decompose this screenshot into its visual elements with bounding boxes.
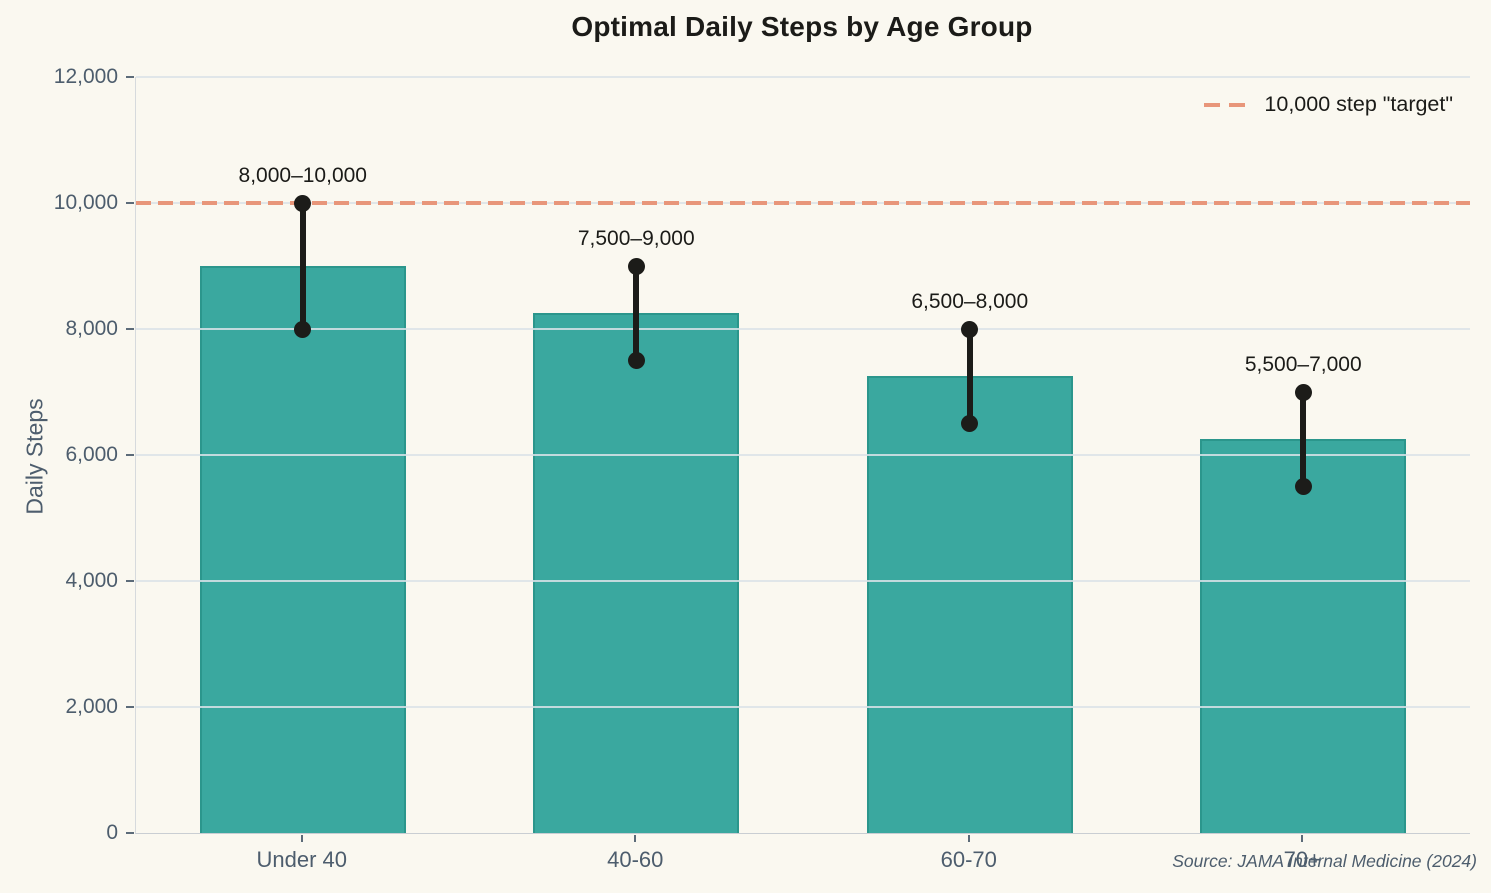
errorbar-dot-high [627,257,645,275]
bar-60-70 [866,376,1073,833]
y-tick-label: 12,000 [53,65,118,88]
errorbar-dot-high [1294,383,1312,401]
gridline-y-8000 [136,328,1470,330]
errorbar-dot-low [294,320,312,338]
gridline-y-6000 [136,454,1470,456]
target-line [136,201,1470,205]
errorbar-line [1300,392,1307,487]
range-annotation: 8,000–10,000 [238,164,367,187]
range-annotation: 5,500–7,000 [1244,353,1362,376]
errorbar-line [966,329,973,424]
y-tick-label: 2,000 [65,695,118,718]
x-tick-mark [1301,835,1304,842]
errorbar-line [299,203,306,329]
x-tick-mark [300,835,303,842]
errorbar-dot-low [1294,478,1312,495]
legend: 10,000 step "target" [1204,92,1453,117]
gridline-y-4000 [136,580,1470,582]
y-tick-mark [126,328,134,330]
range-annotation: 6,500–8,000 [911,290,1029,313]
legend-label: 10,000 step "target" [1264,92,1453,116]
dashed-line-legend-swatch [1204,102,1246,107]
range-annotation: 7,500–9,000 [577,227,695,250]
gridline-y-2000 [136,706,1470,708]
y-tick-mark [126,706,134,708]
chart-title: Optimal Daily Steps by Age Group [571,11,1033,42]
x-tick-label: 60-70 [940,847,997,872]
errorbar-dot-high [961,320,979,338]
errorbar-dot-low [961,415,979,432]
x-tick-label: Under 40 [256,847,348,872]
y-tick-label: 6,000 [65,443,118,466]
x-tick-mark [634,835,637,842]
source-note: Source: JAMA Internal Medicine (2024) [1172,851,1477,871]
x-tick-label: 40-60 [607,847,664,872]
y-tick-mark [126,454,134,456]
bar-70- [1200,439,1407,833]
bar-40-60 [533,313,740,833]
y-tick-mark [126,76,134,78]
x-tick-label: 70+ [1283,847,1321,872]
errorbar-line [633,266,640,361]
y-tick-label: 8,000 [65,317,118,340]
bar-under-40 [199,266,406,833]
plot-area: 8,000–10,000 7,500–9,000 6,500–8,000 5,500–… [135,76,1470,834]
errorbar-dot-low [627,352,645,369]
y-tick-mark [126,832,134,834]
y-tick-mark [126,202,134,204]
x-tick-mark [967,835,970,842]
y-tick-mark [126,580,134,582]
gridline-y-12000 [136,76,1470,78]
y-tick-label: 10,000 [53,191,118,214]
y-tick-label: 0 [106,821,118,844]
errorbar-dot-high [294,194,312,212]
y-tick-label: 4,000 [65,569,118,592]
